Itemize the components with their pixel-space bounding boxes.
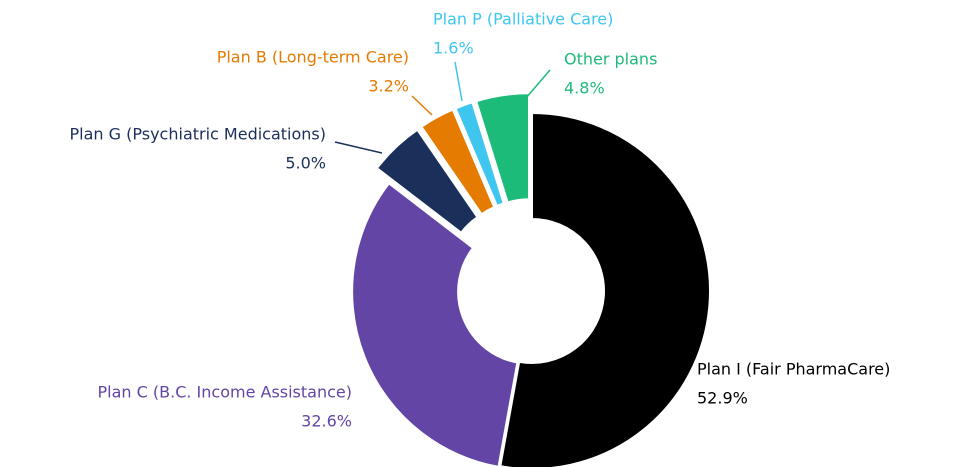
slice-label: Plan C (B.C. Income Assistance) <box>98 383 353 402</box>
slice <box>499 111 711 467</box>
slice-label: Plan I (Fair PharmaCare) <box>697 360 890 379</box>
leader-line <box>334 141 383 154</box>
value-label: 52.9% <box>697 389 748 408</box>
value-label: 1.6% <box>433 39 474 58</box>
value-label: 4.8% <box>564 79 605 98</box>
value-label: 32.6% <box>301 412 352 431</box>
leader-line <box>454 61 463 102</box>
slice <box>420 108 496 216</box>
leader-line <box>525 69 551 99</box>
slice <box>474 92 530 204</box>
slice-label: Plan G (Psychiatric Medications) <box>70 125 326 144</box>
slice-label: Plan P (Palliative Care) <box>433 10 613 29</box>
value-label: 3.2% <box>368 77 409 96</box>
slice <box>375 128 479 235</box>
slice <box>454 100 505 208</box>
leader-line <box>411 95 433 116</box>
slice-label: Other plans <box>564 50 657 69</box>
slice-label: Plan B (Long-term Care) <box>217 48 409 67</box>
value-label: 5.0% <box>285 154 326 173</box>
slice <box>351 181 519 467</box>
